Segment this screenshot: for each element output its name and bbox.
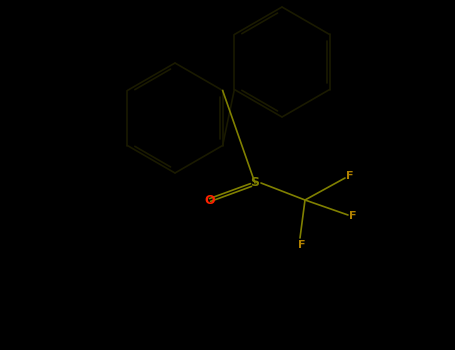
- Text: S: S: [251, 176, 259, 189]
- Text: F: F: [298, 240, 306, 250]
- Text: O: O: [205, 194, 215, 206]
- Text: F: F: [349, 211, 357, 221]
- Text: F: F: [346, 171, 354, 181]
